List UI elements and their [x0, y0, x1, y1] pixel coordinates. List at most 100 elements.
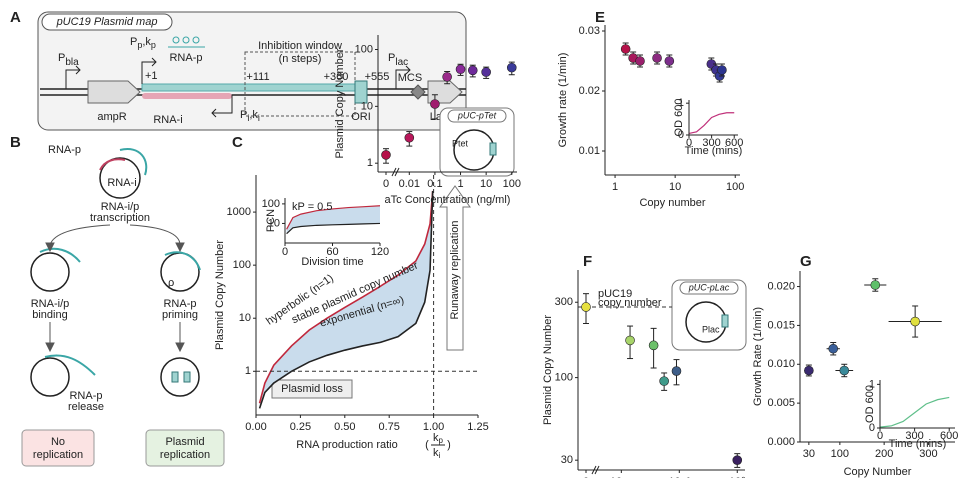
text-piece: P — [240, 109, 247, 121]
point — [467, 65, 478, 76]
window-label: Inhibition window — [258, 40, 342, 52]
rho: ρ — [168, 277, 174, 289]
y-tick-label: 1000 — [227, 206, 251, 218]
point — [652, 53, 662, 63]
map-tab — [41, 13, 173, 31]
y-tick-label: 0 — [869, 422, 875, 434]
step-label: RNA-p — [163, 298, 196, 310]
x-tick-label: 1.00 — [423, 421, 444, 433]
arrows — [45, 224, 185, 353]
subscript: i — [247, 113, 249, 123]
y-tick-label: 0.000 — [767, 436, 795, 448]
x-tick-label: 300 — [905, 430, 923, 442]
x-tick-label: 300 — [702, 137, 720, 149]
x-tick-label: 120 — [371, 246, 389, 258]
promoter-arrow — [65, 65, 81, 89]
text-piece: k — [433, 447, 439, 459]
y-axis-label: OD 600 — [864, 385, 876, 423]
x-tick-label: 0.01 — [399, 178, 420, 190]
mcs — [410, 84, 426, 100]
x-tick-label: 10⁻² — [668, 476, 690, 478]
x-tick-label: 600 — [725, 137, 743, 149]
annotation: copy number — [598, 297, 662, 309]
point — [430, 99, 440, 109]
y-tick-label: 0.015 — [767, 319, 795, 331]
text-piece: ,k — [249, 109, 258, 121]
line — [688, 112, 735, 134]
point — [581, 302, 591, 312]
point — [804, 365, 814, 376]
rna-strand — [164, 251, 201, 271]
promoter-label: Plac — [388, 52, 408, 68]
promoter-label: Pp,kp — [130, 36, 156, 50]
x-axis-label: aTc Concentration (ng/ml) — [385, 194, 511, 206]
ori — [183, 371, 191, 383]
x-tick-label: 200 — [875, 448, 893, 460]
paren: ( — [425, 439, 429, 451]
subscript: i — [439, 451, 441, 460]
x-tick-label: 0 — [686, 137, 692, 149]
plac-inset: pUC-pLac Plac — [671, 279, 747, 351]
x-tick-label: 10⁰ — [729, 476, 746, 478]
axis-break — [394, 167, 400, 177]
point — [910, 316, 920, 327]
y-tick-label: 10 — [268, 217, 280, 229]
point — [648, 340, 659, 351]
window-label: (n steps) — [279, 53, 322, 65]
y-tick-label: 0.02 — [579, 85, 600, 97]
x-tick-label: 0.75 — [378, 421, 399, 433]
point — [404, 132, 415, 143]
x-axis-label: Copy number — [639, 197, 705, 209]
plasmid-circles — [30, 157, 200, 397]
x-axis-label: Time (mins) — [685, 145, 743, 157]
text-piece: k — [433, 432, 439, 444]
y-tick-label: 100 — [233, 259, 251, 271]
step-label: priming — [162, 309, 198, 321]
x-tick-label: 0 — [282, 246, 288, 258]
step-label: release — [68, 401, 104, 413]
subscript: lac — [395, 57, 408, 68]
step-label: RNA-i/p — [101, 201, 140, 213]
map-title: pUC19 Plasmid map — [56, 16, 158, 28]
y-tick-label: 1 — [678, 97, 684, 109]
y-axis-label: Plasmid Copy Number — [542, 315, 554, 425]
x-tick-label: 10 — [480, 178, 492, 190]
point — [828, 343, 839, 354]
chart: 10 100 0 60 120 Division time PCN kP = 0.5 — [262, 198, 390, 268]
area — [286, 205, 380, 234]
annotation: Plasmid loss — [281, 383, 343, 395]
panel-label: F — [583, 253, 592, 270]
point — [717, 65, 727, 75]
loss-box — [271, 379, 353, 399]
subscript: i — [258, 113, 260, 123]
chart: 30100300010⁻⁴10⁻²10⁰IPTG Concentration (… — [542, 270, 746, 478]
step-label: transcription — [90, 212, 150, 224]
axis-break — [591, 465, 597, 475]
ptet-inset: pUC-pTet Ptet — [439, 107, 515, 177]
x-tick-label: 600 — [940, 430, 958, 442]
x-tick-label: 0.50 — [334, 421, 355, 433]
x-tick-label: 60 — [326, 246, 338, 258]
x-tick-label: 300 — [919, 448, 937, 460]
plasmid-map: pUC19 Plasmid map ampR Pbla Pp,kp +1 RNA… — [37, 11, 467, 131]
rna-strand — [44, 354, 96, 376]
inset-title: pUC-pTet — [457, 110, 497, 120]
step-label: binding — [32, 309, 67, 321]
inset-title: pUC-pLac — [688, 282, 730, 292]
y-tick-label: 300 — [555, 296, 573, 308]
step-label: RNA-i/p — [31, 298, 70, 310]
x-tick-label: 0.1 — [427, 178, 442, 190]
ampr-gene — [87, 80, 141, 104]
panel-label: B — [10, 134, 21, 151]
panel-label: A — [10, 9, 21, 26]
y-tick-label: 100 — [262, 198, 280, 210]
point — [839, 365, 850, 376]
y-tick-label: 100 — [355, 43, 373, 55]
y-tick-label: 10 — [361, 100, 373, 112]
text-piece: P — [58, 52, 65, 64]
y-axis-label: OD 600 — [673, 99, 685, 137]
outcome-label: Plasmid — [165, 436, 204, 448]
y-axis-label: Plasmid Copy Number — [334, 48, 346, 158]
fraction: ki — [433, 447, 441, 460]
